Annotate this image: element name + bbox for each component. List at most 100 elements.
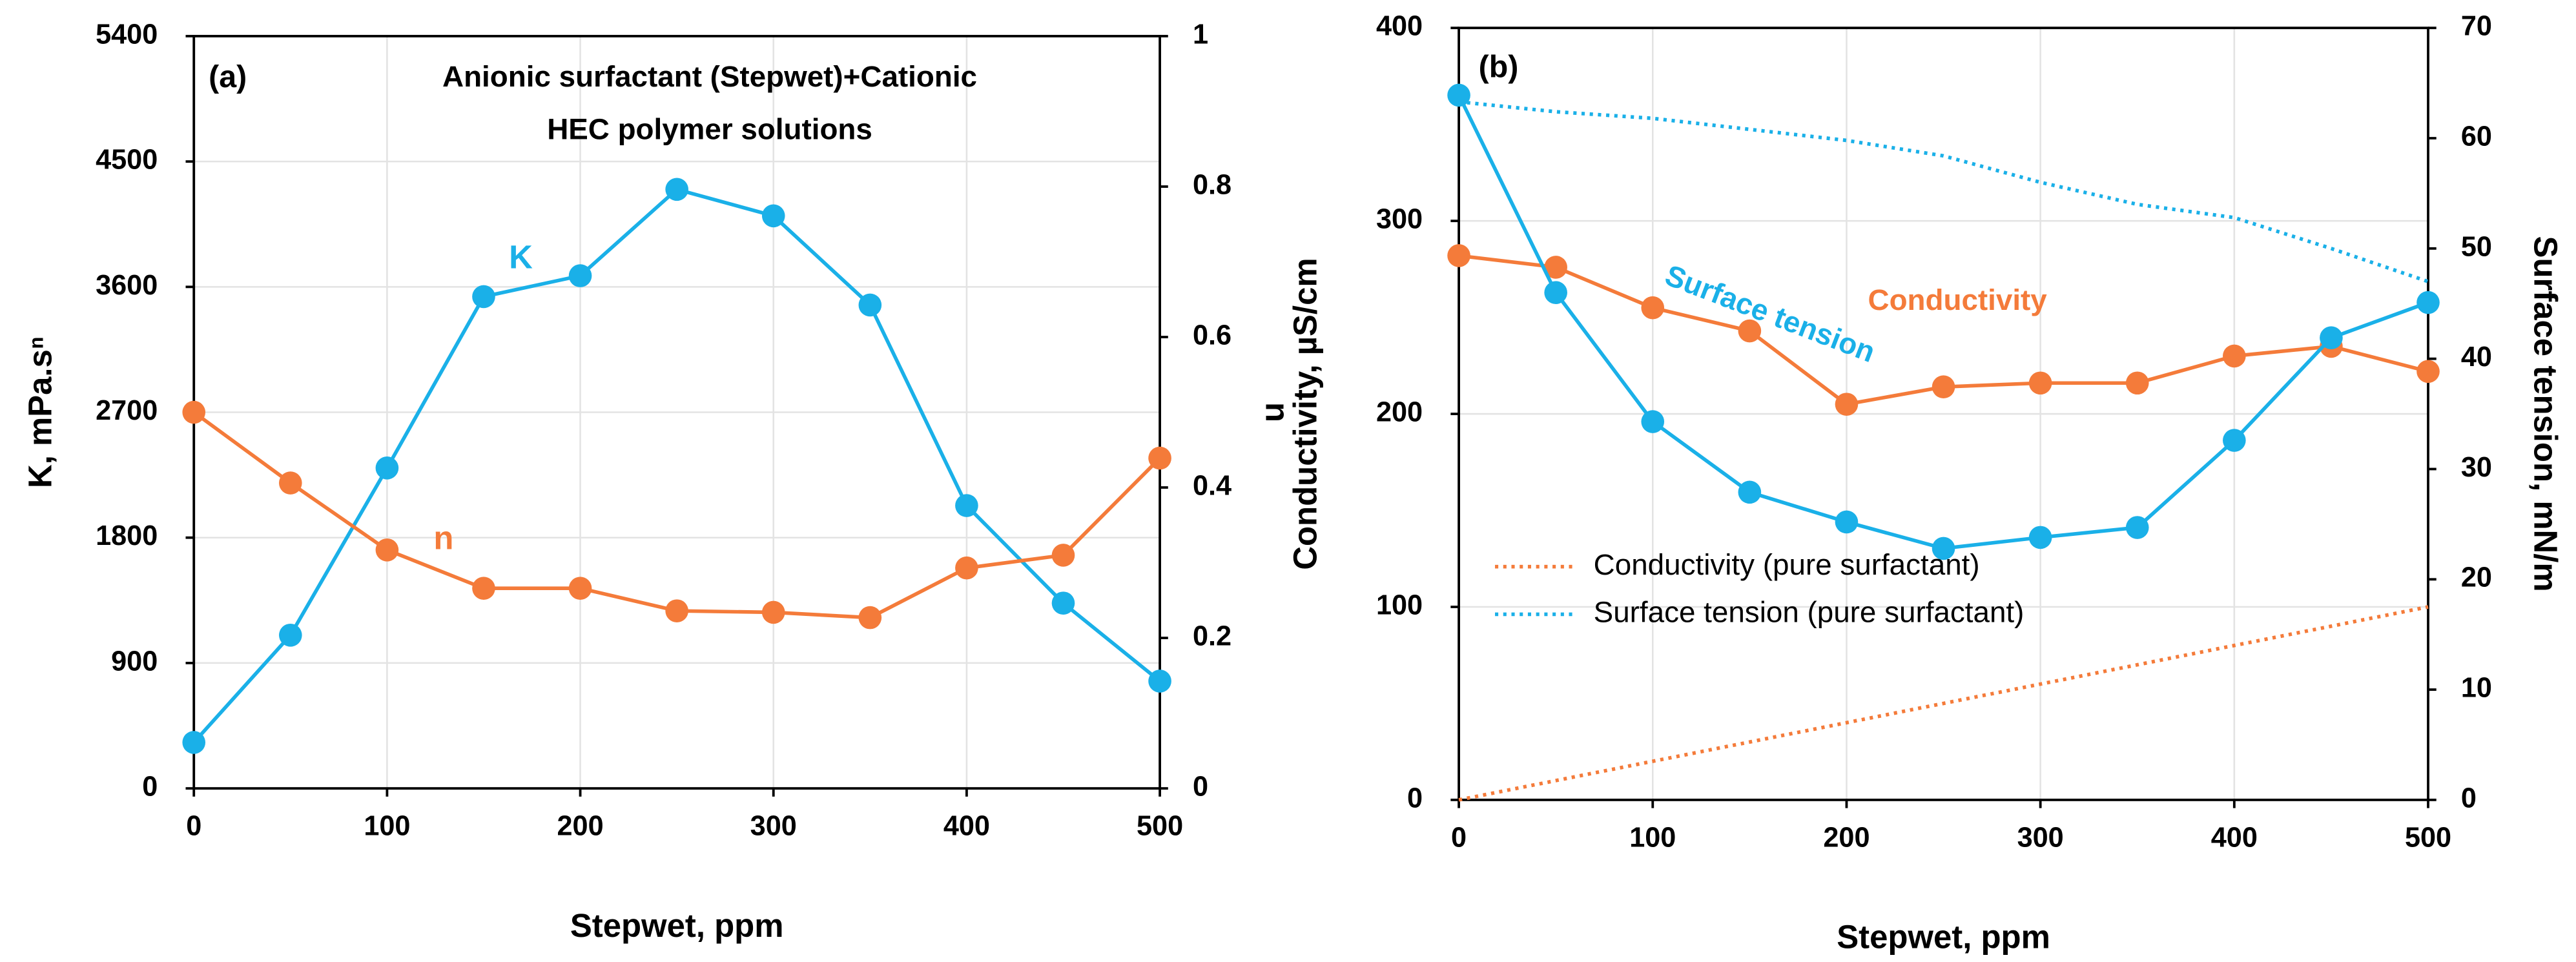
y2-tick-label: 1 [1193, 19, 1208, 50]
y-tick-label: 900 [111, 646, 158, 677]
plot-frame [1458, 26, 2429, 801]
data-point [1932, 375, 1955, 399]
y2-tick-label: 10 [2461, 673, 2492, 704]
y2-tick-label: 0.2 [1193, 620, 1231, 651]
annotation: Anionic surfactant (Stepwet)+Cationic [442, 60, 977, 93]
data-point [1051, 544, 1075, 567]
y2-tick-label: 0 [1193, 772, 1208, 803]
data-point [858, 606, 882, 629]
annotation: Conductivity [1868, 283, 2048, 316]
x-tick-label: 500 [1137, 811, 1183, 842]
legend-label: Surface tension (pure surfactant) [1594, 596, 2025, 629]
y-tick-label: 0 [142, 772, 158, 803]
y2-tick-label: 0.6 [1193, 320, 1231, 351]
x-axis-label: Stepwet, ppm [570, 907, 784, 944]
data-point [278, 623, 302, 647]
data-point [182, 400, 206, 424]
y2-tick-label: 0.8 [1193, 169, 1231, 200]
data-point [2028, 371, 2052, 395]
y2-tick-label: 70 [2461, 11, 2492, 42]
data-point [375, 538, 399, 562]
data-point [2223, 429, 2246, 452]
y2-axis-label: Surface tension, mN/m [2528, 236, 2564, 592]
annotation: HEC polymer solutions [547, 113, 872, 146]
series-line [1458, 605, 2429, 802]
chart: 0 100 200 300 400 500 0 900 1800 2700 3600 4500 5400… [22, 19, 1296, 943]
legend-label: Conductivity (pure surfactant) [1594, 548, 1980, 581]
y2-tick-label: 0 [2461, 783, 2477, 814]
y-tick-label: 2700 [96, 395, 158, 426]
y-axis-label: K, mPa.sⁿ [22, 336, 59, 488]
annotation: (b) [1479, 50, 1519, 85]
data-point [761, 600, 785, 624]
y2-axis-label: n [1259, 402, 1296, 422]
y-tick-label: 0 [1407, 783, 1423, 814]
data-point [1148, 670, 1171, 693]
y2-tick-label: 30 [2461, 452, 2492, 483]
x-tick-label: 300 [750, 811, 797, 842]
data-point [1641, 296, 1665, 320]
x-tick-label: 100 [364, 811, 410, 842]
data-point [472, 577, 495, 600]
data-point [1447, 244, 1470, 267]
data-point [1738, 480, 1762, 504]
data-point [1051, 591, 1075, 615]
y-axis-label: Conductivity, µS/cm [1286, 258, 1323, 569]
data-point [1148, 446, 1171, 470]
data-point [2125, 516, 2149, 539]
series-line [1458, 99, 2429, 283]
data-point [1738, 319, 1762, 343]
data-point [2125, 371, 2149, 395]
data-point [1835, 393, 1859, 416]
x-tick-label: 0 [186, 811, 201, 842]
y-tick-label: 100 [1376, 589, 1423, 620]
series-line [192, 411, 1162, 620]
data-point [1835, 510, 1859, 534]
y2-tick-label: 0.4 [1193, 470, 1231, 501]
y-tick-label: 3600 [96, 270, 158, 301]
data-point [1447, 83, 1470, 107]
y-tick-label: 1800 [96, 520, 158, 551]
x-tick-label: 400 [2211, 822, 2258, 853]
data-point [1932, 537, 1955, 560]
data-point [858, 293, 882, 317]
data-point [568, 577, 592, 600]
x-tick-label: 200 [1823, 822, 1870, 853]
y2-tick-label: 60 [2461, 121, 2492, 152]
data-point [665, 178, 688, 201]
series-line [192, 187, 1161, 744]
data-point [568, 264, 592, 287]
data-point [472, 285, 495, 309]
x-tick-label: 500 [2405, 822, 2451, 853]
data-point [955, 556, 978, 580]
annotation: n [433, 519, 453, 556]
x-tick-label: 400 [943, 811, 990, 842]
y-tick-label: 4500 [96, 145, 158, 176]
data-point [1641, 410, 1665, 433]
data-point [955, 494, 978, 517]
data-point [2028, 526, 2052, 549]
data-point [1544, 256, 1567, 279]
x-axis-label: Stepwet, ppm [1837, 919, 2050, 956]
y-tick-label: 300 [1376, 204, 1423, 235]
y-tick-label: 400 [1376, 11, 1423, 42]
annotation: K [509, 238, 533, 275]
data-point [182, 731, 206, 754]
data-point [665, 599, 688, 622]
x-tick-label: 0 [1451, 822, 1467, 853]
y-tick-label: 200 [1376, 397, 1423, 428]
data-point [2416, 360, 2440, 384]
series-line [1457, 94, 2429, 551]
annotation: (a) [209, 59, 247, 94]
data-point [1544, 281, 1567, 304]
data-point [2320, 326, 2343, 350]
y2-tick-label: 40 [2461, 342, 2492, 373]
x-tick-label: 200 [557, 811, 603, 842]
y2-tick-label: 20 [2461, 562, 2492, 593]
data-point [375, 456, 399, 480]
data-point [278, 471, 302, 495]
data-point [2223, 344, 2246, 368]
y-tick-label: 5400 [96, 19, 158, 50]
